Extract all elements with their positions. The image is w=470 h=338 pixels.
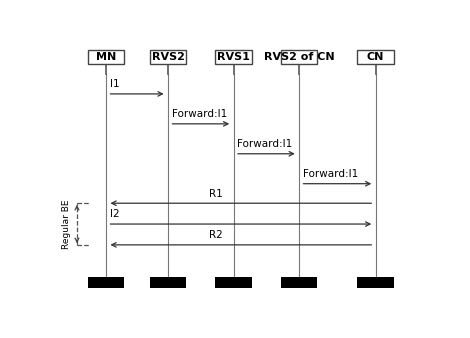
- Bar: [281, 277, 317, 288]
- Text: CN: CN: [367, 52, 384, 62]
- Bar: [358, 50, 394, 64]
- Text: Regular BE: Regular BE: [62, 199, 70, 249]
- Text: I1: I1: [110, 79, 119, 89]
- Text: I2: I2: [110, 209, 119, 219]
- Text: RVS2 of CN: RVS2 of CN: [264, 52, 335, 62]
- Text: RVS1: RVS1: [217, 52, 250, 62]
- Text: RVS2: RVS2: [152, 52, 184, 62]
- Text: Forward:I1: Forward:I1: [303, 169, 358, 179]
- Bar: [88, 277, 124, 288]
- Bar: [215, 50, 252, 64]
- Bar: [150, 277, 186, 288]
- Bar: [88, 50, 124, 64]
- Text: Forward:I1: Forward:I1: [237, 139, 292, 149]
- Text: Forward:I1: Forward:I1: [172, 109, 227, 119]
- Text: R2: R2: [209, 230, 223, 240]
- Bar: [150, 50, 186, 64]
- Text: R1: R1: [209, 189, 223, 198]
- Bar: [215, 277, 252, 288]
- Text: MN: MN: [96, 52, 116, 62]
- Bar: [358, 277, 394, 288]
- Bar: [281, 50, 317, 64]
